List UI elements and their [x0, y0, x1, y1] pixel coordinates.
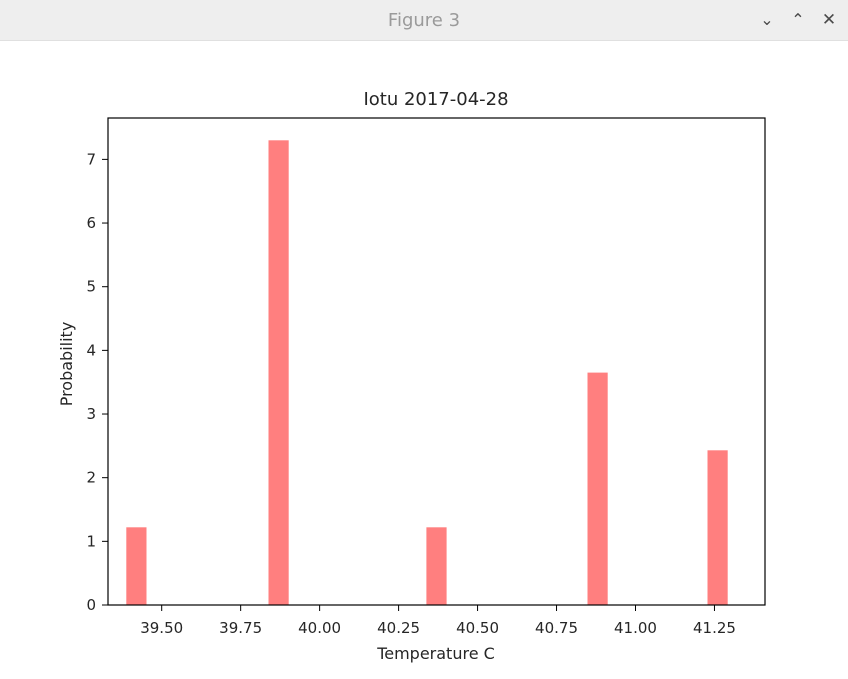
y-ticks: 0 1 2 3 4 5 6 7: [86, 150, 108, 614]
close-icon[interactable]: ✕: [821, 10, 837, 30]
bar-2: [268, 140, 289, 606]
chart-title: Iotu 2017-04-28: [363, 89, 508, 110]
x-tick-label: 41.00: [614, 619, 657, 637]
maximize-icon[interactable]: ⌃: [791, 10, 805, 29]
y-tick-label: 5: [86, 278, 96, 296]
x-tick-label: 40.50: [456, 619, 499, 637]
figure-canvas: Iotu 2017-04-28 39.50 39.75 40.00 40.25 40.5…: [0, 41, 848, 675]
y-axis-label: Probability: [57, 322, 76, 407]
title-bar[interactable]: Figure 3 ⌄ ⌃ ✕: [0, 0, 848, 41]
x-tick-label: 39.50: [140, 619, 183, 637]
x-tick-label: 40.25: [377, 619, 420, 637]
plot-frame: [107, 117, 766, 606]
y-tick-label: 2: [86, 469, 96, 487]
bar-4: [587, 372, 608, 605]
y-tick-label: 1: [86, 532, 96, 550]
y-tick-label: 3: [86, 405, 96, 423]
x-tick-label: 39.75: [219, 619, 262, 637]
bar-5: [707, 450, 728, 605]
bar-chart: Iotu 2017-04-28 39.50 39.75 40.00 40.25 40.5…: [57, 89, 766, 663]
window-title: Figure 3: [387, 10, 461, 31]
x-axis-label: Temperature C: [376, 644, 495, 663]
y-tick-label: 6: [86, 214, 96, 232]
bar-1: [126, 527, 147, 605]
y-tick-label: 7: [86, 150, 96, 168]
x-tick-label: 40.75: [535, 619, 578, 637]
y-tick-label: 4: [86, 341, 96, 359]
x-ticks: 39.50 39.75 40.00 40.25 40.50 40.75 41.00 41.25: [140, 605, 736, 637]
x-tick-label: 41.25: [693, 619, 736, 637]
bar-3: [426, 527, 447, 605]
y-tick-label: 0: [86, 596, 96, 614]
bars-layer: [126, 140, 728, 606]
x-tick-label: 40.00: [298, 619, 341, 637]
minimize-icon[interactable]: ⌄: [760, 10, 774, 29]
